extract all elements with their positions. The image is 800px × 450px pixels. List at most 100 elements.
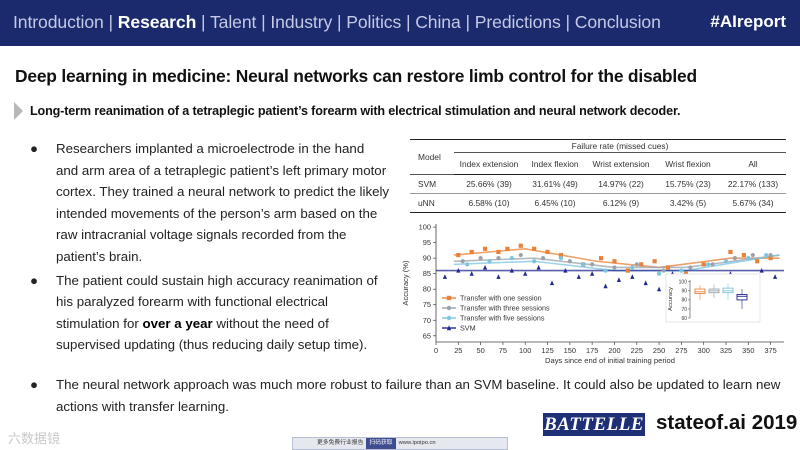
data-point xyxy=(509,256,514,261)
data-point xyxy=(598,256,604,261)
bullet-item: ● The patient could sustain high accurac… xyxy=(30,270,390,356)
x-tick-label: 275 xyxy=(675,346,687,355)
table-row-label: uNN xyxy=(410,193,454,213)
bullet-item: ● The neural network approach was much m… xyxy=(30,374,790,417)
nav-item-predictions[interactable]: Predictions xyxy=(474,12,561,32)
bullet-text: The patient could sustain high accuracy … xyxy=(56,272,378,331)
top-navigation-bar: Introduction | Research | Talent | Indus… xyxy=(0,0,800,46)
data-point xyxy=(469,271,474,276)
data-point xyxy=(532,259,537,264)
data-point xyxy=(518,243,523,248)
nav-item-politics[interactable]: Politics xyxy=(346,12,402,32)
bullet-emphasis: over a year xyxy=(142,315,213,331)
data-point xyxy=(630,274,635,279)
failure-rate-table: Model Failure rate (missed cues) Index e… xyxy=(410,139,786,213)
nav-separator: | xyxy=(401,12,416,32)
data-point xyxy=(505,246,510,251)
data-point xyxy=(523,271,528,276)
nav-item-introduction[interactable]: Introduction xyxy=(13,12,104,32)
data-point xyxy=(661,268,666,273)
data-point xyxy=(603,268,608,273)
table-cell: 15.75% (23) xyxy=(665,179,711,189)
watermark: 六数据镜 xyxy=(8,431,61,446)
table-model-header: Model xyxy=(410,139,454,175)
data-point xyxy=(759,267,764,273)
inset-tick-label: 70 xyxy=(681,307,687,313)
data-point xyxy=(630,265,635,270)
nav-separator: | xyxy=(196,12,210,32)
data-point xyxy=(603,283,608,289)
bullet-list: ● Researchers implanted a microelectrode… xyxy=(30,138,390,358)
x-tick-label: 325 xyxy=(720,346,732,355)
bullet-text: Researchers implanted a microelectrode i… xyxy=(56,141,390,264)
y-axis-title: Accuracy (%) xyxy=(401,260,410,306)
x-tick-label: 125 xyxy=(541,346,553,355)
data-point xyxy=(772,274,778,279)
inset-y-title: Accuracy xyxy=(668,287,674,311)
nav-item-conclusion[interactable]: Conclusion xyxy=(574,12,661,32)
data-point xyxy=(750,252,755,258)
table-column-header: Index extension xyxy=(454,152,524,175)
data-point xyxy=(518,252,523,258)
data-point xyxy=(456,267,461,273)
data-point xyxy=(496,274,501,279)
legend-marker xyxy=(446,305,452,311)
series-trend-line xyxy=(453,248,780,269)
bullet-dot-icon: ● xyxy=(30,377,39,392)
table-cell: 14.97% (22) xyxy=(598,179,644,189)
y-tick-label: 85 xyxy=(423,269,431,278)
data-point xyxy=(665,265,671,270)
data-point xyxy=(643,280,648,286)
table-row: uNN 6.58% (10) 6.45% (10) 6.12% (9) 3.42… xyxy=(410,193,786,213)
nav-item-industry[interactable]: Industry xyxy=(270,12,333,32)
data-point xyxy=(741,252,746,258)
data-point xyxy=(755,259,760,264)
data-point xyxy=(612,259,617,264)
legend-entry: Transfer with one session xyxy=(460,294,542,303)
y-tick-label: 75 xyxy=(423,300,431,309)
accuracy-over-time-chart: 0 25 50 75 100 125 150 175 200 225 250 275 300 325 350… xyxy=(401,223,784,365)
bullet-dot-icon: ● xyxy=(30,141,39,156)
nav-item-china[interactable]: China xyxy=(415,12,461,32)
series-trend-line xyxy=(453,254,780,269)
inset-tick-label: 80 xyxy=(681,298,687,304)
report-banner-button[interactable]: 扫码获取 xyxy=(366,438,396,449)
data-point xyxy=(576,274,581,279)
nav-item-talent[interactable]: Talent xyxy=(209,12,257,32)
nav-separator: | xyxy=(332,12,347,32)
x-tick-label: 50 xyxy=(476,346,484,355)
bullet-text: without the need of supervised updating … xyxy=(56,315,368,353)
x-tick-label: 200 xyxy=(608,346,620,355)
table-cell: 6.58% (10) xyxy=(454,193,524,213)
data-point xyxy=(710,262,715,267)
site-label: stateof.ai 2019 xyxy=(656,411,798,434)
data-point xyxy=(469,249,474,255)
data-point xyxy=(616,277,622,282)
inset-tick-label: 90 xyxy=(681,289,687,295)
table-cell: 31.61% (49) xyxy=(532,179,578,189)
inset-box xyxy=(722,287,734,294)
x-tick-label: 375 xyxy=(764,346,776,355)
table-cell: 25.66% (39) xyxy=(466,179,512,189)
table-row-label: SVM xyxy=(418,179,437,189)
data-point xyxy=(656,271,662,276)
data-point xyxy=(634,262,639,267)
x-tick-label: 25 xyxy=(454,346,462,355)
nav-item-research[interactable]: Research xyxy=(117,12,197,32)
x-tick-label: 300 xyxy=(698,346,710,355)
table-column-header: Wrist flexion xyxy=(656,152,720,175)
legend-entry: SVM xyxy=(460,324,476,333)
table-column-header: Wrist extension xyxy=(586,152,656,175)
table-group-header: Failure rate (missed cues) xyxy=(454,139,786,153)
data-point xyxy=(706,262,711,267)
data-point xyxy=(656,286,662,292)
data-point xyxy=(478,256,483,261)
legend-entry: Transfer with five sessions xyxy=(460,314,545,323)
data-point xyxy=(688,265,693,270)
data-point xyxy=(768,252,773,258)
data-point xyxy=(496,256,501,261)
nav-separator: | xyxy=(560,12,575,32)
report-banner-text: 更多免费行业报告 xyxy=(317,440,364,446)
data-point xyxy=(728,249,733,255)
table-cell: 22.17% (133) xyxy=(727,179,779,189)
